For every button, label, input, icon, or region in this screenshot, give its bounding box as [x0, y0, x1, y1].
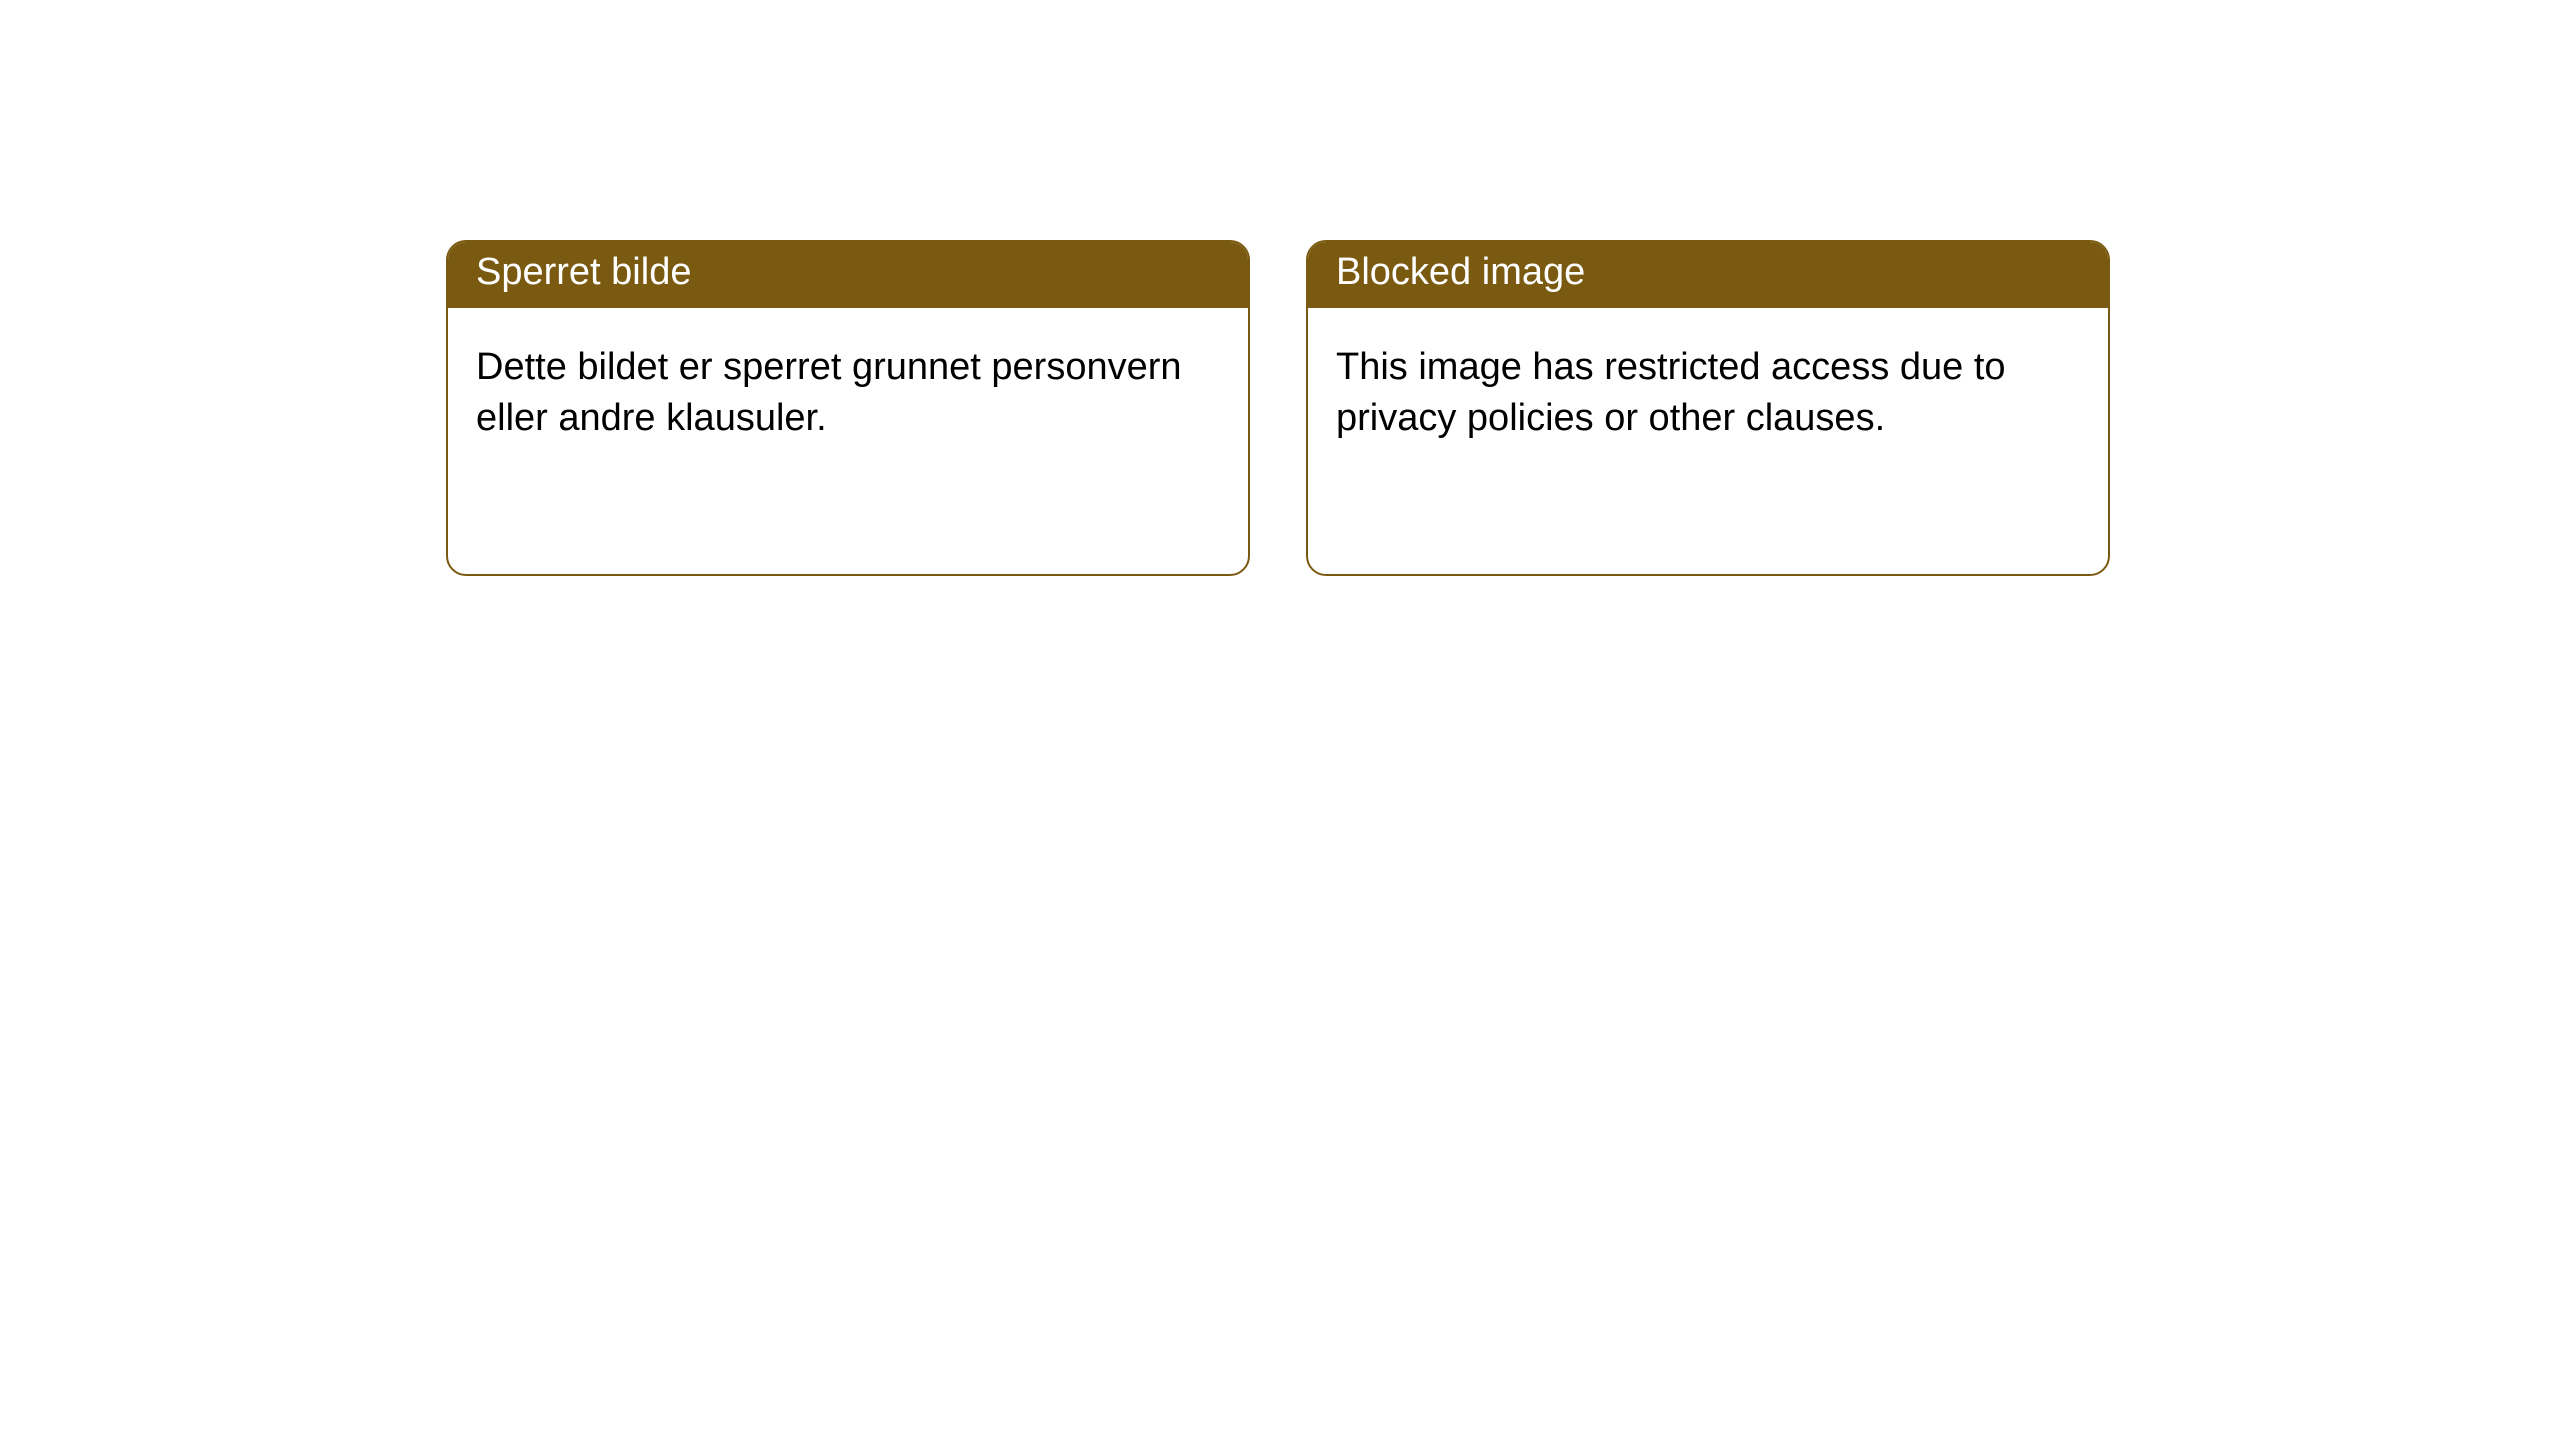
notice-body: Dette bildet er sperret grunnet personve…	[448, 308, 1248, 479]
notice-card-norwegian: Sperret bilde Dette bildet er sperret gr…	[446, 240, 1250, 576]
notice-header: Sperret bilde	[448, 242, 1248, 308]
notice-card-english: Blocked image This image has restricted …	[1306, 240, 2110, 576]
notice-body: This image has restricted access due to …	[1308, 308, 2108, 479]
notice-container: Sperret bilde Dette bildet er sperret gr…	[0, 0, 2560, 576]
notice-header: Blocked image	[1308, 242, 2108, 308]
